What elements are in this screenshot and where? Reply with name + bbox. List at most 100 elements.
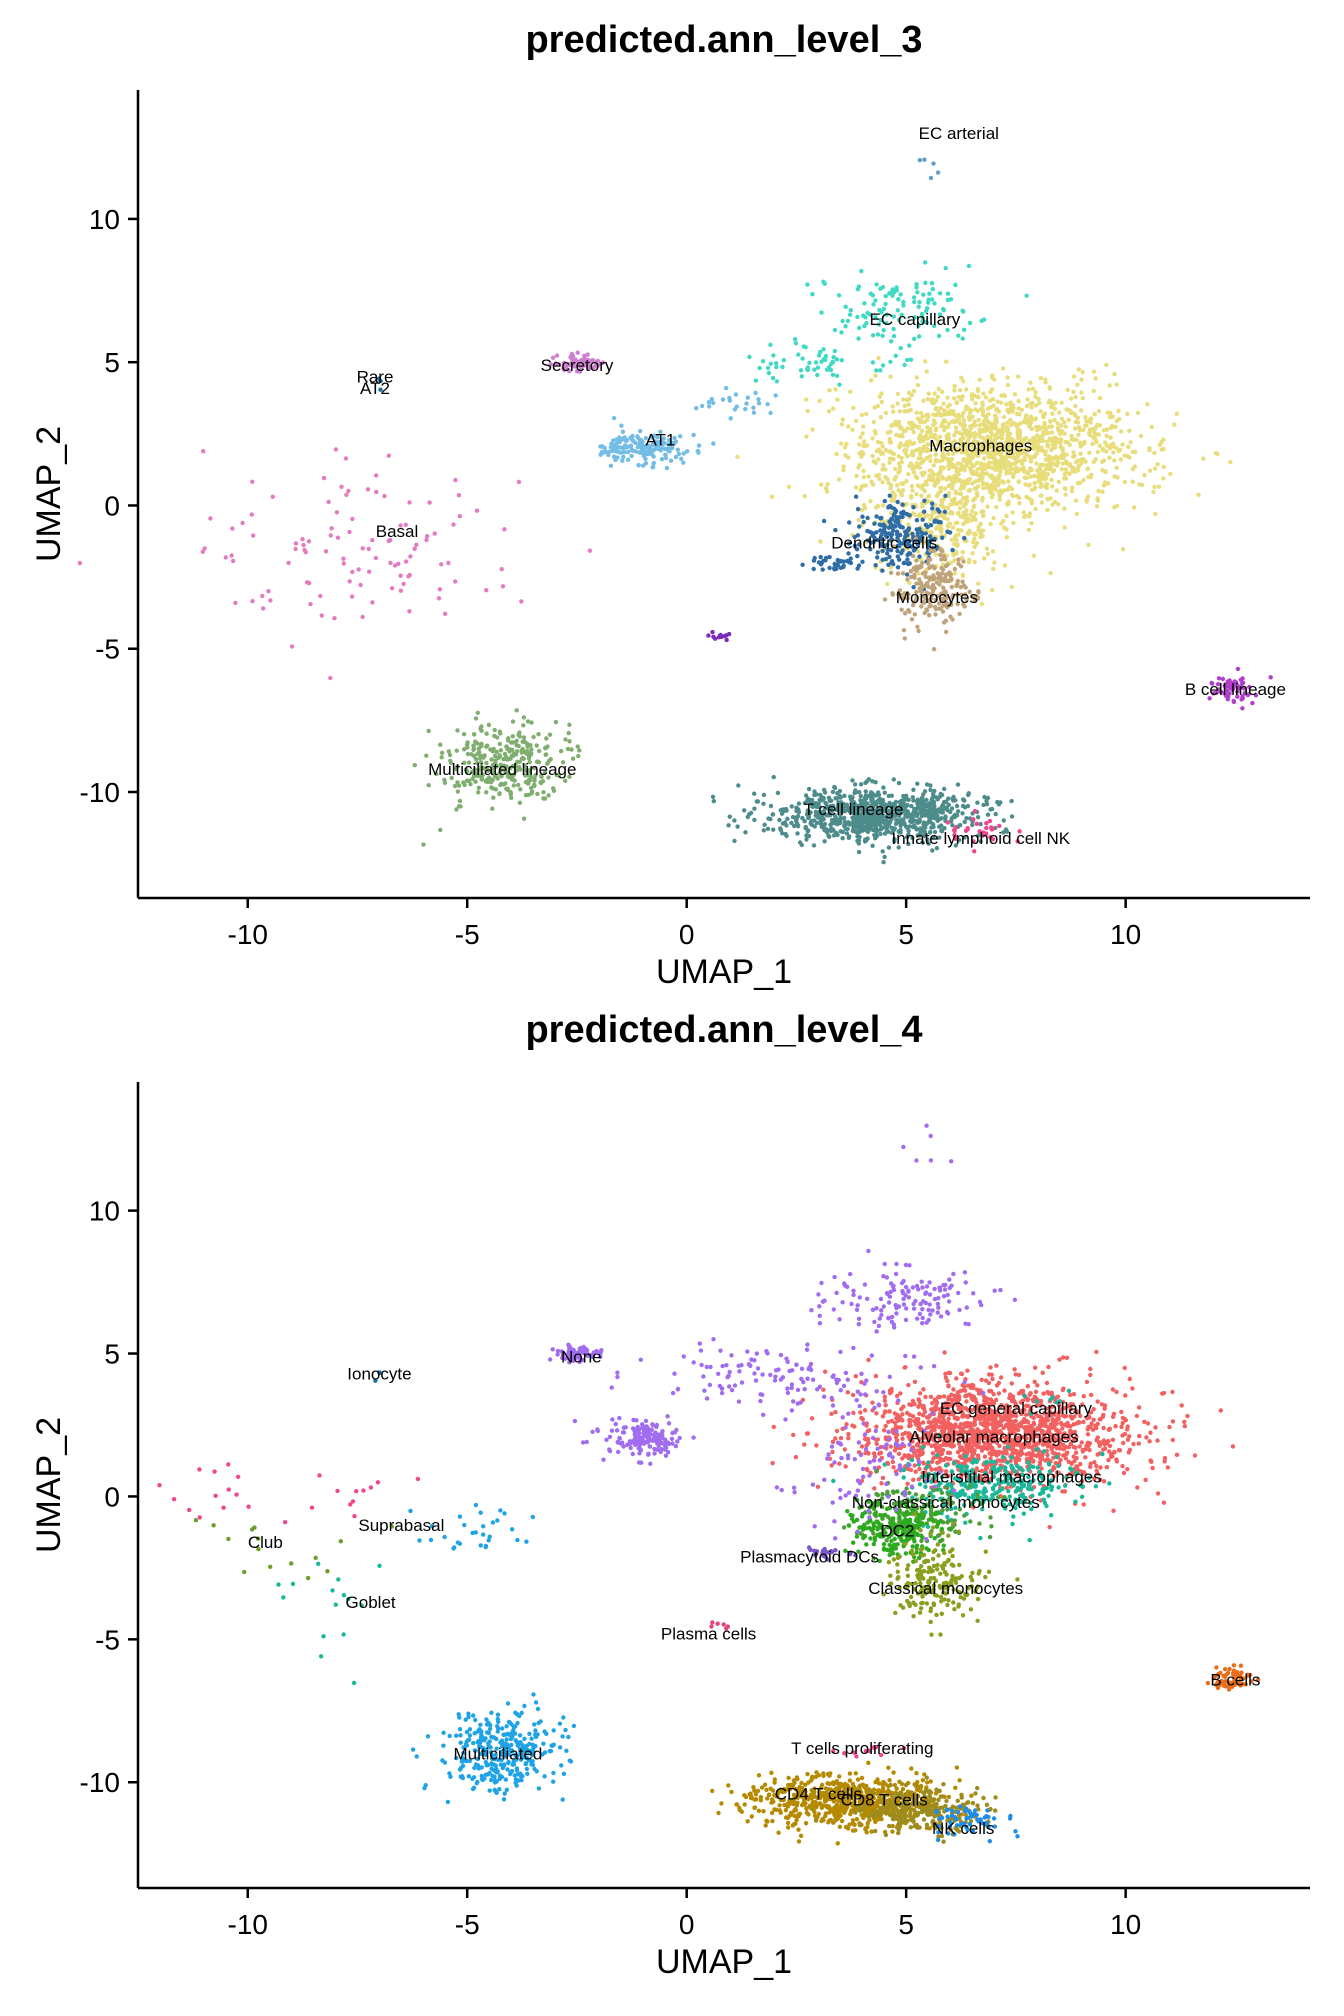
data-point — [972, 544, 977, 549]
data-point — [987, 460, 993, 465]
data-point — [932, 566, 937, 571]
data-point — [832, 561, 837, 567]
data-point — [711, 799, 716, 804]
data-point — [888, 486, 893, 491]
data-point — [1001, 818, 1006, 823]
data-point — [851, 1410, 856, 1416]
data-point — [834, 1428, 840, 1434]
data-point — [796, 352, 801, 357]
data-point — [1103, 469, 1108, 475]
data-point — [727, 395, 732, 401]
data-point — [832, 327, 838, 333]
data-point — [952, 571, 957, 576]
data-point — [965, 1368, 970, 1373]
data-point — [955, 1450, 961, 1455]
data-point — [1046, 424, 1052, 429]
data-point — [904, 572, 910, 577]
data-point — [250, 599, 255, 604]
data-point — [969, 408, 974, 413]
data-point — [1088, 475, 1094, 480]
data-point — [861, 468, 866, 474]
data-point — [871, 419, 876, 425]
data-point — [935, 170, 941, 175]
data-point — [389, 586, 395, 591]
data-point — [1033, 416, 1039, 421]
data-point — [930, 582, 936, 588]
data-point — [842, 793, 847, 798]
data-point — [882, 1398, 888, 1404]
data-point — [495, 735, 500, 740]
data-point — [894, 483, 900, 488]
data-point — [883, 467, 888, 472]
data-point — [892, 421, 898, 426]
data-point — [946, 435, 951, 441]
data-point — [841, 464, 846, 469]
data-point — [792, 337, 798, 342]
data-point — [230, 558, 236, 564]
data-point — [876, 457, 881, 462]
data-point — [959, 375, 964, 380]
data-point — [919, 493, 924, 498]
data-point — [873, 298, 878, 303]
data-point — [329, 526, 334, 531]
data-point — [946, 578, 951, 584]
data-point — [972, 808, 978, 814]
data-point — [924, 582, 930, 588]
data-point — [1005, 420, 1010, 425]
data-point — [928, 429, 933, 434]
data-point — [318, 593, 323, 599]
data-point — [890, 591, 895, 596]
data-point — [952, 812, 958, 818]
data-point — [918, 452, 923, 457]
data-point — [946, 457, 951, 462]
data-point — [981, 802, 986, 808]
data-point — [908, 357, 914, 362]
data-point — [457, 514, 462, 519]
data-point — [943, 629, 949, 635]
data-point — [958, 564, 964, 569]
data-point — [994, 407, 999, 413]
cluster-t-cell-lineage — [710, 774, 1015, 865]
data-point — [873, 373, 878, 378]
data-point — [675, 447, 680, 452]
data-point — [613, 457, 618, 463]
data-point — [882, 831, 888, 836]
data-point — [1040, 1370, 1045, 1376]
data-point — [643, 456, 648, 462]
data-point — [908, 568, 914, 574]
data-point — [925, 412, 930, 418]
data-point — [975, 386, 981, 392]
data-point — [1185, 1413, 1190, 1419]
data-point — [636, 463, 641, 468]
data-point — [803, 824, 808, 830]
data-point — [857, 451, 862, 456]
data-point — [516, 782, 521, 788]
data-point — [1093, 376, 1098, 381]
data-point — [1122, 1365, 1127, 1371]
data-point — [862, 439, 867, 444]
data-point — [891, 409, 896, 414]
data-point — [711, 441, 716, 446]
data-point — [961, 410, 966, 416]
data-point — [958, 500, 964, 506]
data-point — [907, 396, 912, 402]
data-point — [1117, 1448, 1123, 1453]
data-point — [979, 601, 985, 607]
data-point — [525, 719, 531, 724]
data-point — [914, 447, 919, 453]
data-point — [1023, 482, 1028, 487]
data-point — [879, 391, 884, 396]
data-point — [771, 1424, 776, 1430]
data-point — [473, 779, 478, 784]
data-point — [679, 456, 684, 461]
data-point — [960, 436, 965, 442]
data-point — [843, 324, 848, 329]
data-point — [931, 422, 936, 428]
data-point — [917, 158, 922, 163]
data-point — [855, 507, 861, 512]
data-point — [931, 576, 937, 581]
data-point — [1079, 408, 1084, 413]
data-point — [1062, 525, 1067, 530]
data-point — [531, 734, 536, 740]
data-point — [927, 565, 932, 571]
